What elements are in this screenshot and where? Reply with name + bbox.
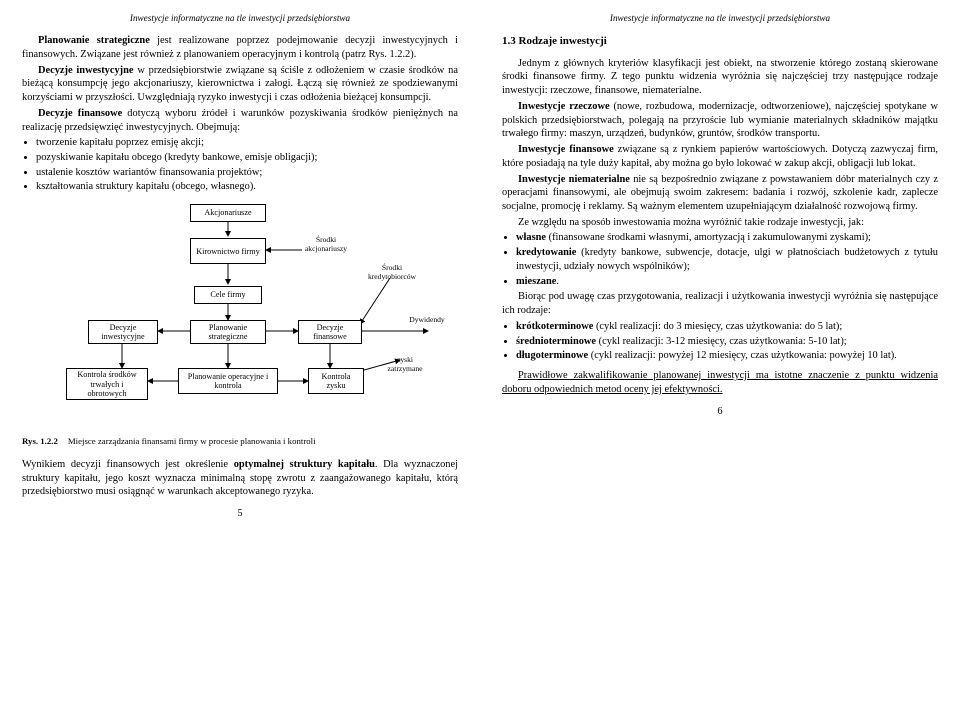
para-l3: Decyzje finansowe dotyczą wyboru źródeł … (22, 107, 458, 134)
section-heading: 1.3 Rodzaje inwestycji (502, 34, 938, 49)
term-kredytowanie: kredytowanie (516, 247, 576, 258)
diagram-flowchart: Akcjonariusze Kirownictwo firmy Cele fir… (30, 200, 450, 430)
node-akcjonariusze: Akcjonariusze (190, 204, 266, 221)
node-plan-strat: Planowanie strategiczne (190, 320, 266, 344)
list-item: kształtowania struktury kapitału (obcego… (36, 180, 458, 194)
label-dywidendy: Dywidendy (402, 316, 452, 324)
bullets-right-2: krótkoterminowe (cykl realizacji: do 3 m… (502, 320, 938, 363)
list-item: średnioterminowe (cykl realizacji: 3-12 … (516, 335, 938, 349)
term-inw-niematerialne: Inwestycje niematerialne (518, 174, 630, 185)
page-left: Inwestycje informatyczne na tle inwestyc… (0, 0, 480, 702)
page-header-right: Inwestycje informatyczne na tle inwestyc… (502, 12, 938, 24)
page-number-right: 6 (502, 405, 938, 418)
list-item: pozyskiwanie kapitału obcego (kredyty ba… (36, 151, 458, 165)
list-item: ustalenie kosztów wariantów finansowania… (36, 166, 458, 180)
list-item: krótkoterminowe (cykl realizacji: do 3 m… (516, 320, 938, 334)
term-inw-finansowe: Inwestycje finansowe (518, 144, 614, 155)
list-item: mieszane. (516, 275, 938, 289)
para-r4: Inwestycje niematerialne nie są bezpośre… (502, 173, 938, 214)
label-srodki-kred: Środki kredytobiorców (360, 264, 424, 281)
figure-caption: Rys. 1.2.2 Miejsce zarządzania finansami … (22, 436, 458, 448)
label-zyski: zyski zatrzymane (380, 356, 430, 373)
para-r5: Ze względu na sposób inwestowania można … (502, 216, 938, 230)
text-span: Wynikiem decyzji finansowych jest określ… (22, 459, 234, 470)
term-inw-rzeczowe: Inwestycje rzeczowe (518, 101, 610, 112)
page-right: Inwestycje informatyczne na tle inwestyc… (480, 0, 960, 702)
node-kontr-srod: Kontrola środków trwałych i obrotowych (66, 368, 148, 400)
node-dec-fin: Decyzje finansowe (298, 320, 362, 344)
para-l1: Planowanie strategiczne jest realizowane… (22, 34, 458, 61)
list-item: własne (finansowane środkami własnymi, a… (516, 231, 938, 245)
node-kierownictwo: Kirownictwo firmy (190, 238, 266, 264)
para-l2: Decyzje inwestycyjne w przedsiębiorstwie… (22, 64, 458, 105)
bullets-right-1: własne (finansowane środkami własnymi, a… (502, 231, 938, 288)
text-span: (finansowane środkami własnymi, amortyza… (546, 232, 871, 243)
term-krotko: krótkoterminowe (516, 321, 593, 332)
list-item: kredytowanie (kredyty bankowe, subwencje… (516, 246, 938, 273)
para-r3: Inwestycje finansowe związane są z rynki… (502, 143, 938, 170)
term-dlugo: długoterminowe (516, 350, 588, 361)
term-wlasne: własne (516, 232, 546, 243)
label-srodki-akc: Środki akcjonariuszy (298, 236, 354, 253)
term-opt-struktury: optymalnej struktury kapitału (234, 459, 375, 470)
term-dec-fin: Decyzje finansowe (38, 108, 122, 119)
text-span: (cykl realizacji: powyżej 12 miesięcy, c… (588, 350, 897, 361)
text-span: . (556, 276, 559, 287)
para-r2: Inwestycje rzeczowe (nowe, rozbudowa, mo… (502, 100, 938, 141)
bullets-left: tworzenie kapitału poprzez emisję akcji;… (22, 136, 458, 194)
term-dec-inw: Decyzje inwestycyjne (38, 65, 134, 76)
figure-caption-text: Miejsce zarządzania finansami firmy w pr… (68, 436, 316, 446)
para-l4: Wynikiem decyzji finansowych jest określ… (22, 458, 458, 499)
para-r1: Jednym z głównych kryteriów klasyfikacji… (502, 57, 938, 98)
node-dec-inw: Decyzje inwestycyjne (88, 320, 158, 344)
term-mieszane: mieszane (516, 276, 556, 287)
text-span: (kredyty bankowe, subwencje, dotacje, ul… (516, 247, 938, 272)
page-header-left: Inwestycje informatyczne na tle inwestyc… (22, 12, 458, 24)
para-r7-underline: Prawidłowe zakwalifikowanie planowanej i… (502, 369, 938, 396)
node-plan-oper: Planowanie operacyjne i kontrola (178, 368, 278, 394)
node-cele: Cele firmy (194, 286, 262, 303)
para-r6: Biorąc pod uwagę czas przygotowania, rea… (502, 290, 938, 317)
text-span: (cykl realizacji: do 3 miesięcy, czas uż… (593, 321, 842, 332)
text-span: (cykl realizacji: 3-12 miesięcy, czas uż… (596, 336, 847, 347)
term-srednio: średnioterminowe (516, 336, 596, 347)
node-kontr-zysku: Kontrola zysku (308, 368, 364, 394)
list-item: tworzenie kapitału poprzez emisję akcji; (36, 136, 458, 150)
figure-number: Rys. 1.2.2 (22, 436, 58, 446)
page-number-left: 5 (22, 507, 458, 520)
list-item: długoterminowe (cykl realizacji: powyżej… (516, 349, 938, 363)
